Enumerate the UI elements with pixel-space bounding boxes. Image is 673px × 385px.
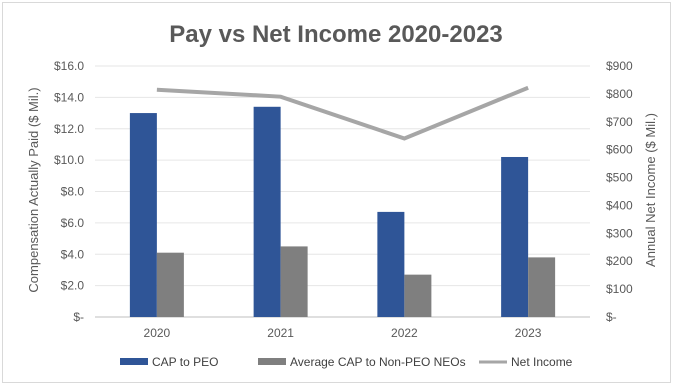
bar-average-cap-to-non-peo-neos-2023	[528, 257, 556, 317]
bar-average-cap-to-non-peo-neos-2020	[156, 252, 184, 317]
x-tick-label: 2021	[267, 326, 294, 340]
x-tick-label: 2023	[515, 326, 542, 340]
bar-cap-to-peo-2022	[377, 211, 405, 317]
x-axis-ticks: 2020 2021 2022 2023	[144, 326, 542, 340]
legend-label-average-cap-to-non-peo-neos: Average CAP to Non-PEO NEOs	[290, 355, 466, 369]
left-tick-label: $10.0	[54, 153, 84, 167]
right-tick-label: $700	[606, 115, 633, 129]
left-tick-label: $12.0	[54, 122, 84, 136]
left-tick-label: $16.0	[54, 59, 84, 73]
legend-swatch-average-cap-to-non-peo-neos	[258, 358, 286, 365]
bar-average-cap-to-non-peo-neos-2021	[280, 246, 308, 317]
legend-label-cap-to-peo: CAP to PEO	[152, 355, 218, 369]
right-tick-label: $800	[606, 87, 633, 101]
right-tick-label: $300	[606, 226, 633, 240]
bar-cap-to-peo-2021	[253, 106, 281, 317]
right-axis-ticks: $- $100 $200 $300 $400 $500 $600 $700 $800 $900	[606, 59, 633, 324]
net-income-line	[156, 85, 529, 141]
left-tick-label: $-	[73, 310, 84, 324]
right-tick-label: $-	[606, 310, 617, 324]
left-tick-label: $8.0	[61, 185, 85, 199]
right-axis-title: Annual Net Income ($ Mil.)	[643, 113, 658, 267]
x-tick-label: 2022	[391, 326, 418, 340]
left-tick-label: $6.0	[61, 216, 85, 230]
bar-cap-to-peo-2023	[501, 156, 529, 317]
legend-swatch-cap-to-peo	[120, 358, 148, 365]
x-tick-label: 2020	[144, 326, 171, 340]
left-tick-label: $4.0	[61, 247, 85, 261]
right-tick-label: $200	[606, 254, 633, 268]
net-income-line-group	[156, 85, 529, 141]
left-tick-label: $2.0	[61, 279, 85, 293]
bar-average-cap-to-non-peo-neos-2022	[404, 274, 432, 317]
left-tick-label: $14.0	[54, 90, 84, 104]
bar-cap-to-peo-2020	[129, 113, 157, 317]
legend-label-net-income: Net Income	[511, 355, 573, 369]
left-axis-ticks: $- $2.0 $4.0 $6.0 $8.0 $10.0 $12.0 $14.0 $16.0	[54, 59, 84, 324]
left-axis-title: Compensation Actually Paid ($ Mil.)	[26, 87, 41, 292]
legend: CAP to PEO Average CAP to Non-PEO NEOs Net…	[120, 355, 573, 369]
right-tick-label: $900	[606, 59, 633, 73]
right-tick-label: $600	[606, 143, 633, 157]
chart-title: Pay vs Net Income 2020-2023	[169, 21, 503, 48]
right-tick-label: $500	[606, 171, 633, 185]
bars-group	[129, 106, 556, 317]
right-tick-label: $100	[606, 282, 633, 296]
right-tick-label: $400	[606, 198, 633, 212]
